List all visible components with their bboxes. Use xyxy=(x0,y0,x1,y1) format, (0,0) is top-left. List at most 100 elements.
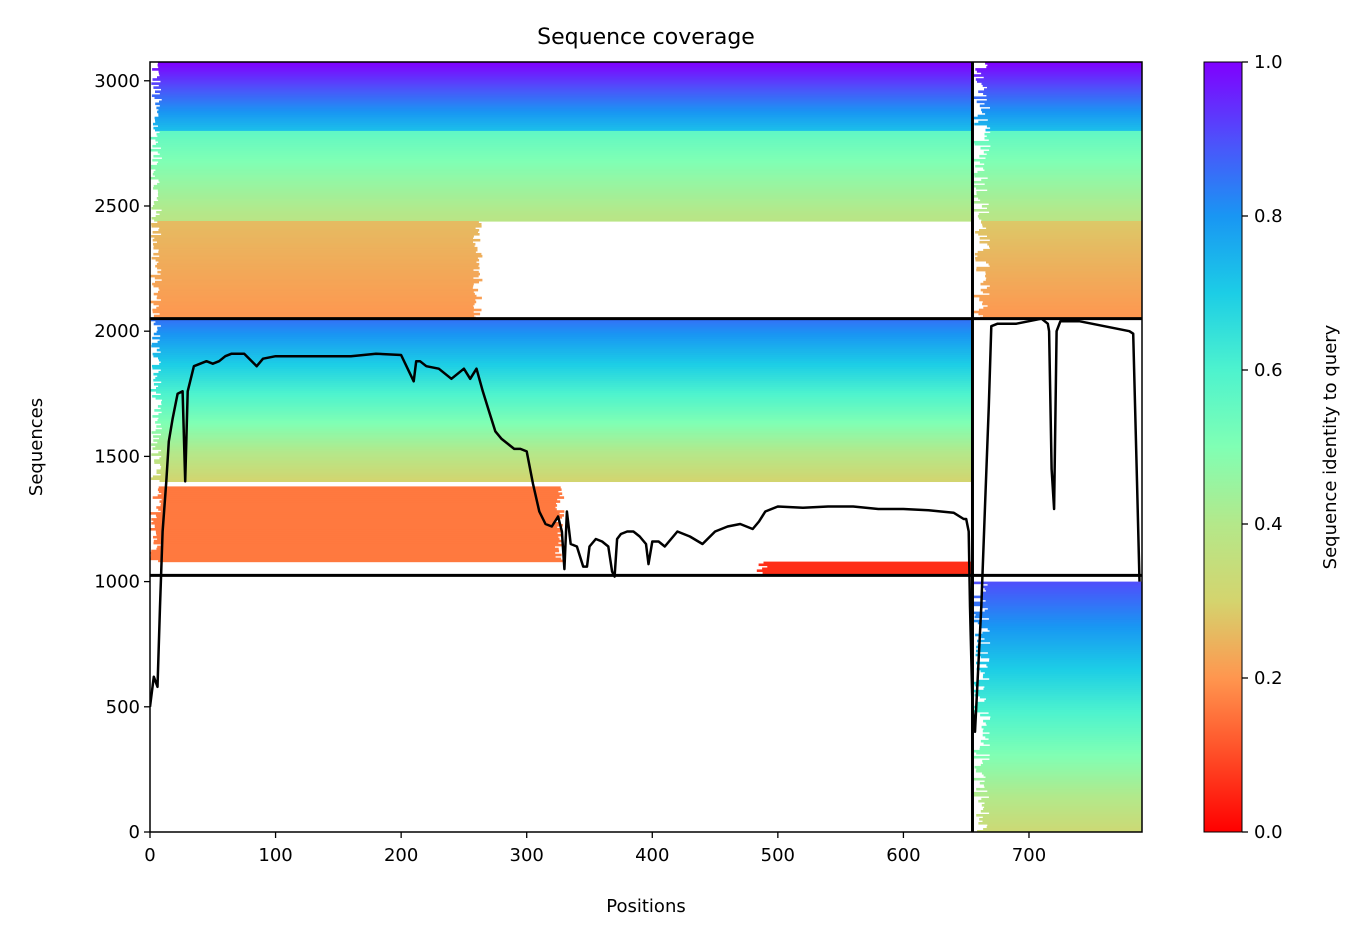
coverage-row xyxy=(160,272,480,276)
coverage-row xyxy=(976,645,1142,649)
coverage-row xyxy=(150,553,562,557)
coverage-row xyxy=(979,104,1142,108)
coverage-row xyxy=(158,304,474,308)
coverage-row xyxy=(159,312,481,316)
coverage-row xyxy=(987,189,1142,192)
coverage-row xyxy=(153,520,556,523)
coverage-row xyxy=(152,205,973,208)
coverage-row xyxy=(161,209,973,212)
coverage-row xyxy=(155,397,973,400)
coverage-row xyxy=(158,199,973,202)
coverage-row xyxy=(154,526,558,529)
coverage-row xyxy=(977,830,1142,832)
coverage-row xyxy=(983,773,1142,777)
coverage-row xyxy=(152,336,973,340)
coverage-row xyxy=(767,565,973,569)
coverage-row xyxy=(153,354,973,358)
coverage-row xyxy=(161,278,483,282)
coverage-row xyxy=(984,609,1142,613)
coverage-row xyxy=(157,62,973,65)
coverage-row xyxy=(987,304,1142,308)
coverage-row xyxy=(981,108,1142,112)
coverage-row xyxy=(987,627,1142,631)
coverage-row xyxy=(987,64,1142,67)
coverage-row xyxy=(974,765,1142,769)
coverage-row xyxy=(981,591,1142,595)
coverage-row xyxy=(152,68,973,71)
coverage-row xyxy=(151,166,973,170)
coverage-row xyxy=(154,461,973,464)
coverage-row xyxy=(972,793,1142,797)
coverage-row xyxy=(158,178,973,182)
coverage-row xyxy=(157,340,973,344)
coverage-row xyxy=(158,160,973,164)
coverage-row xyxy=(158,84,973,87)
coverage-row xyxy=(989,731,1142,735)
coverage-row xyxy=(150,477,973,481)
coverage-row xyxy=(978,312,1142,316)
colorbar-tick-label: 0.4 xyxy=(1254,514,1283,535)
coverage-row xyxy=(151,256,478,260)
coverage-row xyxy=(160,80,973,83)
coverage-row xyxy=(980,605,1142,609)
coverage-row xyxy=(973,791,1142,795)
coverage-row xyxy=(160,510,565,513)
coverage-row xyxy=(979,781,1142,785)
coverage-row xyxy=(155,421,973,424)
coverage-row xyxy=(160,504,558,507)
coverage-row xyxy=(985,156,1142,160)
coverage-row xyxy=(153,302,475,306)
coverage-row xyxy=(158,191,973,194)
coverage-row xyxy=(161,455,973,458)
coverage-row xyxy=(159,213,973,216)
coverage-row xyxy=(973,140,1142,144)
coverage-row xyxy=(153,332,973,336)
coverage-row xyxy=(989,244,1142,248)
coverage-row xyxy=(154,276,474,280)
coverage-row xyxy=(156,132,973,136)
coverage-row xyxy=(154,459,973,462)
x-tick-label: 0 xyxy=(144,845,155,866)
coverage-row xyxy=(158,72,973,75)
coverage-row xyxy=(150,176,973,180)
coverage-row xyxy=(157,419,973,422)
coverage-row xyxy=(973,116,1142,120)
coverage-row xyxy=(983,783,1142,787)
coverage-row xyxy=(977,114,1142,118)
coverage-row xyxy=(763,561,973,565)
coverage-row xyxy=(157,240,473,244)
coverage-row xyxy=(152,238,481,242)
coverage-row xyxy=(982,631,1142,635)
coverage-row xyxy=(986,94,1142,98)
coverage-row xyxy=(977,254,1142,258)
coverage-row xyxy=(976,767,1142,771)
coverage-row xyxy=(988,617,1142,621)
coverage-row xyxy=(154,524,563,527)
coverage-row xyxy=(157,405,973,408)
coverage-row xyxy=(152,144,973,148)
coverage-row xyxy=(152,308,482,312)
coverage-row xyxy=(159,74,973,77)
coverage-row xyxy=(982,585,1142,589)
coverage-row xyxy=(989,757,1142,761)
coverage-row xyxy=(974,172,1142,176)
coverage-row xyxy=(153,154,973,158)
coverage-row xyxy=(987,242,1142,246)
coverage-row xyxy=(157,270,479,274)
coverage-row xyxy=(980,146,1142,150)
coverage-row xyxy=(990,126,1142,130)
coverage-row xyxy=(973,74,1142,77)
coverage-row xyxy=(983,741,1142,745)
coverage-row xyxy=(973,705,1142,709)
coverage-row xyxy=(972,595,1142,599)
coverage-row xyxy=(159,479,973,483)
coverage-row xyxy=(152,366,973,370)
coverage-row xyxy=(986,663,1142,667)
coverage-row xyxy=(976,661,1142,665)
coverage-row xyxy=(981,221,1142,224)
coverage-row xyxy=(157,545,555,549)
coverage-row xyxy=(989,657,1142,661)
coverage-row xyxy=(980,625,1142,629)
coverage-row xyxy=(156,306,474,310)
coverage-row xyxy=(161,233,480,236)
